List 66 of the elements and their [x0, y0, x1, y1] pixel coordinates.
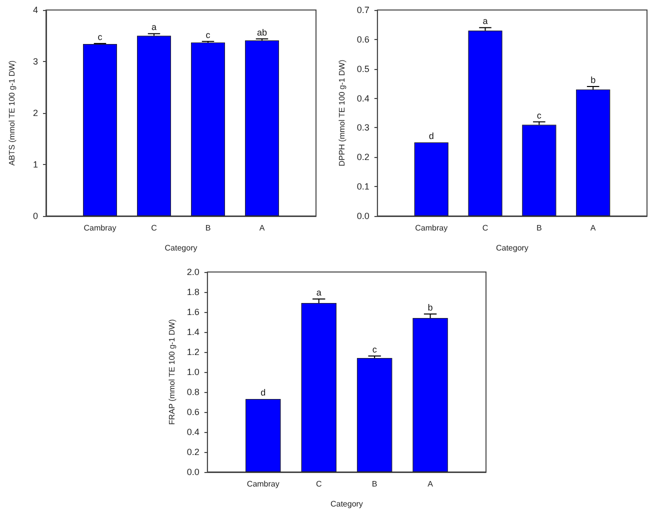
x-tick-label: B	[372, 480, 378, 488]
x-axis-title: Category	[164, 244, 198, 252]
y-tick-label: 1.4	[186, 327, 200, 337]
y-tick-label: 0.6	[186, 407, 200, 417]
annotation: a	[316, 288, 322, 298]
y-tick-label: 1.2	[186, 347, 200, 357]
y-tick-label: 0.0	[186, 467, 200, 477]
bar	[412, 318, 448, 472]
y-tick-label: 0.4	[186, 427, 200, 437]
y-tick-label: 0.3	[356, 122, 370, 133]
bar	[576, 89, 610, 216]
y-tick-label: 1	[32, 160, 38, 170]
y-tick-label: 0.7	[356, 5, 370, 15]
y-tick-label: 4	[32, 5, 38, 15]
bar	[191, 42, 225, 216]
annotation: d	[260, 388, 266, 398]
y-axis-title: FRAP (mmol TE 100 g-1 DW)	[168, 318, 176, 425]
x-tick-label: B	[536, 224, 542, 232]
x-tick-label: A	[259, 224, 266, 232]
annotation: c	[536, 110, 542, 120]
bar	[301, 303, 336, 472]
y-tick-label: 1.0	[186, 367, 200, 377]
x-tick-label: B	[205, 224, 211, 232]
x-tick-label: A	[590, 224, 596, 232]
annotation: d	[428, 130, 434, 141]
bar	[468, 30, 502, 216]
bar	[245, 40, 279, 216]
y-tick-label: 3	[32, 56, 38, 66]
y-tick-label: 0.1	[356, 182, 370, 192]
bar	[356, 358, 392, 472]
x-tick-label: C	[151, 224, 158, 232]
x-tick-label: Cambray	[415, 224, 448, 232]
annotation: c	[98, 32, 103, 42]
x-tick-label: C	[316, 480, 322, 488]
annotation: a	[482, 16, 488, 26]
x-tick-label: Cambray	[246, 480, 280, 488]
bar	[522, 124, 556, 216]
y-tick-label: 0.2	[356, 152, 370, 162]
bar	[246, 399, 281, 472]
annotation: a	[151, 22, 157, 32]
annotation: ab	[256, 27, 268, 38]
annotation: b	[428, 302, 433, 312]
y-tick-label: 1.8	[186, 287, 200, 297]
bar	[414, 142, 448, 216]
y-tick-label: 0	[32, 211, 38, 221]
annotation: c	[206, 30, 211, 40]
y-tick-label: 0.6	[356, 34, 370, 44]
y-tick-label: 0.5	[356, 64, 370, 74]
y-tick-label: 2.0	[186, 267, 200, 277]
y-tick-label: 0.2	[186, 447, 200, 457]
y-tick-label: 0.4	[356, 93, 370, 104]
y-tick-label: 0.0	[356, 211, 370, 221]
x-tick-label: C	[482, 224, 488, 232]
bar	[83, 44, 117, 216]
y-axis-title: DPPH (mmol TE 100 g-1 DW)	[338, 59, 346, 166]
annotation: c	[372, 344, 378, 354]
x-axis-title: Category	[330, 500, 363, 508]
y-axis-title: ABTS (mmol TE 100 g-1 DW)	[8, 60, 16, 166]
bar	[137, 36, 171, 216]
x-tick-label: A	[428, 480, 434, 488]
y-tick-label: 0.8	[186, 387, 200, 397]
y-tick-label: 1.6	[186, 307, 200, 317]
annotation: b	[590, 75, 596, 86]
x-tick-label: Cambray	[84, 224, 116, 232]
x-axis-title: Category	[496, 244, 528, 252]
y-tick-label: 2	[32, 108, 38, 118]
